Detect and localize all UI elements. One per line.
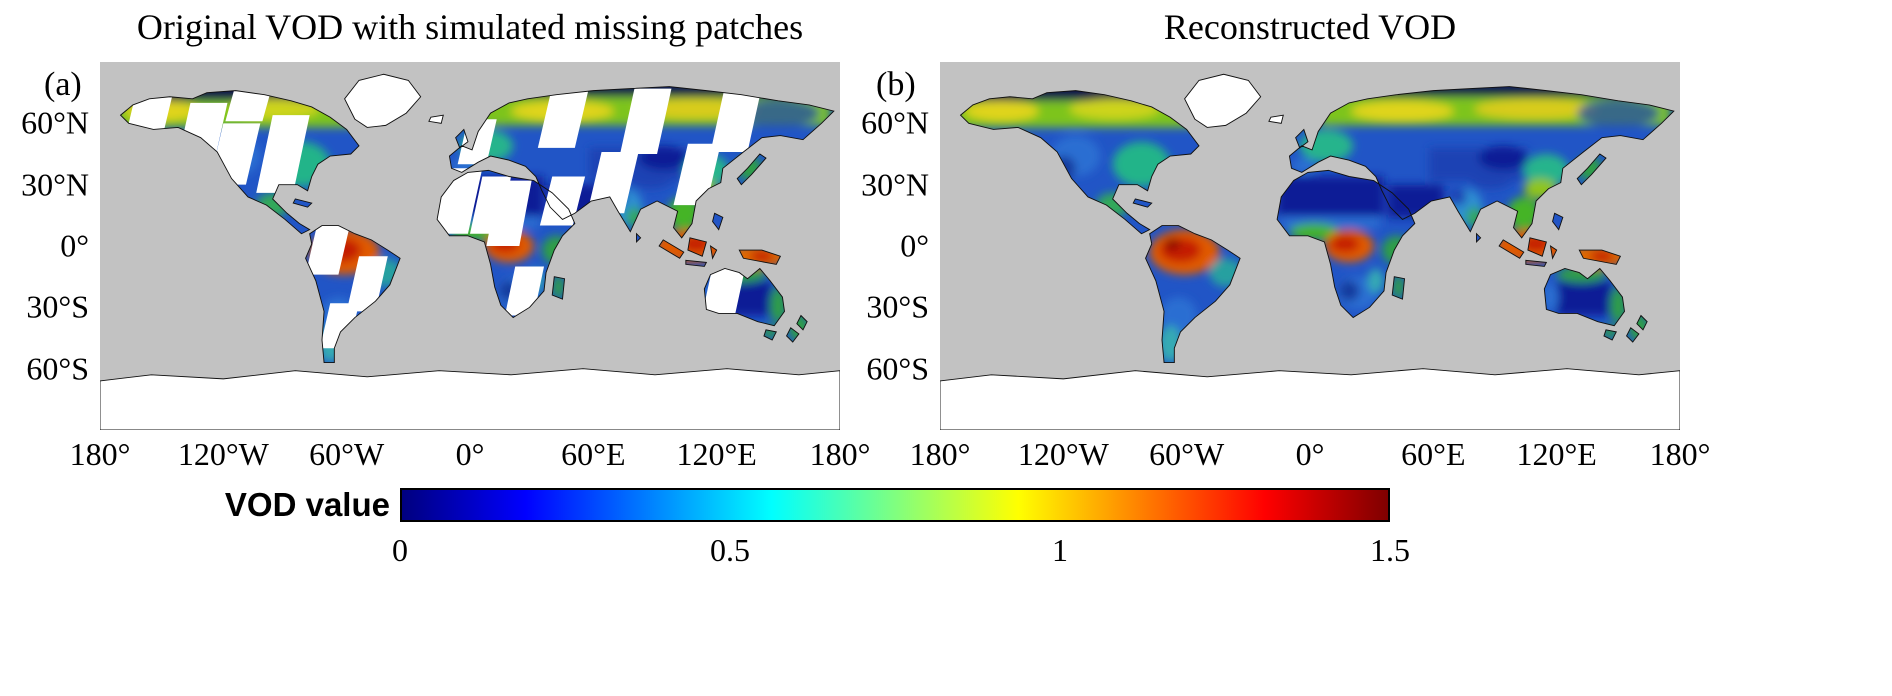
lon-tick-label: 180° <box>809 436 871 472</box>
cb-tick-label: 0 <box>392 532 408 568</box>
panel-b-title: Reconstructed VOD <box>1163 7 1457 47</box>
lon-tick-label: 0° <box>455 436 485 472</box>
lon-tick-label: 120°W <box>177 436 269 472</box>
panel-b-world-map <box>940 62 1680 430</box>
colorbar-axis: 0 0.5 1 1.5 <box>392 532 1410 576</box>
lat-tick-label: 30°S <box>866 288 929 325</box>
cb-tick-label: 0.5 <box>710 532 750 568</box>
lon-tick-label: 60°E <box>561 436 626 472</box>
lon-tick-label: 120°W <box>1017 436 1109 472</box>
lon-tick-label: 120°E <box>676 436 757 472</box>
lon-tick-label: 60°E <box>1401 436 1466 472</box>
panel-b-longitude-axis: 180° 120°W 60°W 0° 60°E 120°E 180° <box>910 436 1711 480</box>
lat-tick-label: 0° <box>900 227 929 264</box>
lat-tick-label: 60°S <box>26 350 89 387</box>
lon-tick-label: 60°W <box>1149 436 1225 472</box>
panel-a-map-svg <box>100 62 840 430</box>
cb-tick-label: 1 <box>1052 532 1068 568</box>
lon-tick-label: 120°E <box>1516 436 1597 472</box>
lat-tick-label: 0° <box>60 227 89 264</box>
lon-tick-label: 60°W <box>309 436 385 472</box>
lat-tick-label: 30°N <box>861 166 929 203</box>
panel-a-label: (a) <box>44 66 82 103</box>
cb-tick-label: 1.5 <box>1370 532 1410 568</box>
panel-a-latitude-axis: 60°N 30°N 0° 30°S 60°S <box>0 62 95 430</box>
colorbar-label: VOD value <box>224 486 390 523</box>
panel-a-longitude-axis: 180° 120°W 60°W 0° 60°E 120°E 180° <box>70 436 871 480</box>
lon-tick-label: 180° <box>909 436 971 472</box>
lon-tick-label: 0° <box>1295 436 1325 472</box>
panel-a-title: Original VOD with simulated missing patc… <box>136 7 804 47</box>
lon-tick-label: 180° <box>1649 436 1711 472</box>
panel-b-latitude-axis: 60°N 30°N 0° 30°S 60°S <box>840 62 935 430</box>
panel-a-world-map <box>100 62 840 430</box>
colorbar <box>400 488 1390 522</box>
panel-b-label: (b) <box>876 66 916 103</box>
lat-tick-label: 60°N <box>21 104 89 141</box>
lat-tick-label: 60°N <box>861 104 929 141</box>
lat-tick-label: 60°S <box>866 350 929 387</box>
panel-b-map-svg <box>940 62 1680 430</box>
lat-tick-label: 30°N <box>21 166 89 203</box>
lat-tick-label: 30°S <box>26 288 89 325</box>
lon-tick-label: 180° <box>69 436 131 472</box>
